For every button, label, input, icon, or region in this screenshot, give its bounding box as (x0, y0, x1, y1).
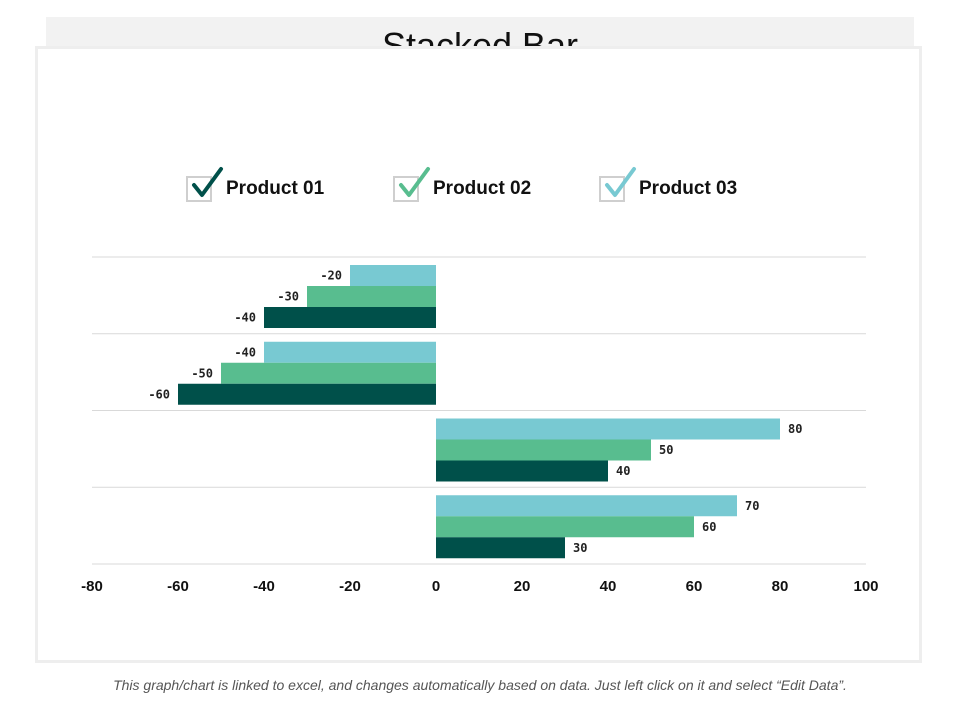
footer-note: This graph/chart is linked to excel, and… (113, 677, 847, 693)
bar (221, 362, 436, 384)
x-tick-label: 0 (432, 578, 440, 595)
x-tick-label: 80 (772, 578, 789, 595)
legend-label: Product 02 (433, 178, 532, 199)
data-label: -60 (148, 387, 170, 401)
legend-item-product-01[interactable]: Product 01 (186, 167, 325, 206)
chart-frame (35, 46, 922, 663)
bar (436, 439, 651, 461)
bar (436, 460, 608, 482)
checkmark-icon (399, 167, 430, 197)
x-tick-label: -20 (339, 578, 361, 595)
data-label: -30 (277, 290, 299, 304)
data-label: -50 (191, 366, 213, 380)
data-label: -20 (320, 269, 342, 283)
data-label: 40 (616, 464, 630, 478)
bar (436, 495, 737, 517)
legend-checkbox[interactable] (393, 167, 430, 202)
data-label: 70 (745, 499, 759, 513)
legend-checkbox[interactable] (186, 167, 223, 202)
data-label: -40 (234, 345, 256, 359)
data-label: -40 (234, 311, 256, 325)
legend-item-product-02[interactable]: Product 02 (393, 167, 532, 206)
legend-checkbox[interactable] (599, 167, 636, 202)
bar (350, 265, 436, 286)
chart-legend: Product 01 Product 02 Product 03 (0, 167, 960, 206)
checkmark-icon (605, 167, 636, 197)
bar (307, 286, 436, 307)
bar (436, 516, 694, 538)
data-label: 50 (659, 443, 673, 457)
data-label: 30 (573, 541, 587, 555)
data-label: 60 (702, 520, 716, 534)
bar (178, 383, 436, 405)
legend-label: Product 01 (226, 178, 325, 199)
x-tick-label: 60 (686, 578, 703, 595)
data-label: 80 (788, 422, 802, 436)
x-tick-label: 100 (853, 578, 878, 595)
bar (264, 341, 436, 363)
x-tick-label: -40 (253, 578, 275, 595)
legend-label: Product 03 (639, 178, 738, 199)
legend-item-product-03[interactable]: Product 03 (599, 167, 738, 206)
x-tick-label: 20 (514, 578, 531, 595)
bar (436, 418, 780, 440)
x-tick-label: 40 (600, 578, 617, 595)
bar (264, 307, 436, 328)
checkmark-icon (192, 167, 223, 197)
bar (436, 537, 565, 559)
x-tick-label: -80 (81, 578, 103, 595)
x-tick-label: -60 (167, 578, 189, 595)
